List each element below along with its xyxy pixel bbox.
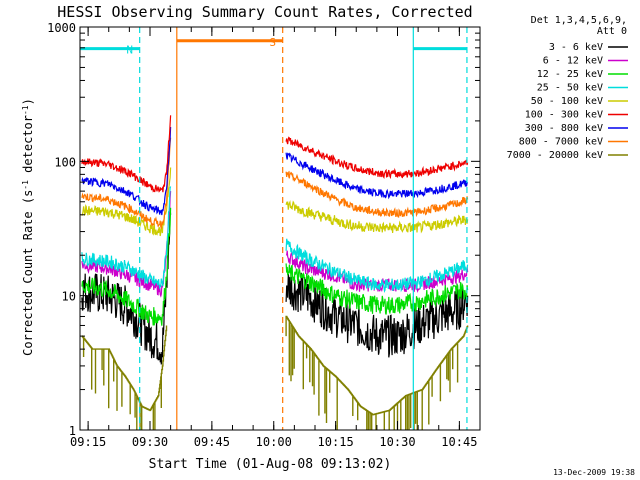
- x-tick-label-4: 10:15: [318, 435, 354, 449]
- plot-area: NS: [79, 26, 481, 431]
- x-axis-label: Start Time (01-Aug-08 09:13:02): [149, 457, 392, 472]
- series-line-800-7000-kev-seg1: [285, 170, 469, 218]
- legend-label-2: 12 - 25 keV: [537, 69, 603, 80]
- series-line-100-300-kev-seg1: [285, 136, 469, 180]
- legend-label-5: 100 - 300 keV: [525, 110, 603, 121]
- legend-label-4: 50 - 100 keV: [531, 96, 603, 107]
- legend-header-1: Att 0: [597, 26, 627, 37]
- series-line-3-6-kev-seg1: [285, 272, 469, 358]
- series-line-12-25-kev-seg1: [285, 263, 469, 315]
- y-axis-label: Corrected Count Rate (s-1 detector-1): [21, 98, 36, 356]
- series-line-300-800-kev-seg1: [285, 152, 469, 200]
- x-tick-label-1: 09:30: [132, 435, 168, 449]
- footer-date: 13-Dec-2009 19:38: [553, 468, 635, 477]
- plot-frame: [79, 26, 481, 431]
- flag-label-1: S: [269, 36, 276, 49]
- plot-content: [81, 115, 469, 430]
- legend-label-3: 25 - 50 keV: [537, 83, 603, 94]
- legend-label-7: 800 - 7000 keV: [519, 137, 603, 148]
- series-line-7000-20000-kev-seg1: [285, 315, 469, 430]
- x-tick-label-0: 09:15: [70, 435, 106, 449]
- series-line-800-7000-kev-seg0: [81, 137, 172, 230]
- series-line-25-50-kev-seg0: [81, 186, 172, 290]
- legend: Det 1,3,4,5,6,9,Att 0 3 - 6 keV 6 - 12 keV…: [507, 15, 628, 161]
- series-line-50-100-kev-seg1: [285, 200, 469, 234]
- y-tick-label-0: 1: [69, 424, 76, 438]
- y-tick-label-2: 100: [54, 155, 76, 169]
- legend-header-0: Det 1,3,4,5,6,9,: [531, 15, 627, 26]
- legend-label-6: 300 - 800 keV: [525, 123, 603, 134]
- x-tick-label-3: 10:00: [256, 435, 292, 449]
- series-line-12-25-kev-seg0: [81, 207, 172, 326]
- x-axis: 09:15 09:30 09:45 10:00 10:15 10:30 10:45: [70, 27, 481, 449]
- x-tick-label-2: 09:45: [194, 435, 230, 449]
- series-line-25-50-kev-seg1: [285, 238, 469, 294]
- series-line-100-300-kev-seg0: [81, 115, 172, 193]
- series-line-50-100-kev-seg0: [81, 167, 172, 237]
- y-tick-label-3: 1000: [47, 21, 76, 35]
- series-line-7000-20000-kev-seg0: [81, 325, 168, 430]
- chart-title: HESSI Observing Summary Count Rates, Cor…: [57, 3, 472, 21]
- x-tick-label-6: 10:45: [441, 435, 477, 449]
- series-line-300-800-kev-seg0: [81, 126, 172, 216]
- y-tick-label-1: 10: [62, 290, 76, 304]
- y-axis: 1 10 100 1000: [47, 21, 480, 438]
- series-line-6-12-kev-seg0: [81, 191, 172, 298]
- x-tick-label-5: 10:30: [379, 435, 415, 449]
- legend-label-0: 3 - 6 keV: [549, 42, 603, 53]
- flag-label-0: N: [126, 44, 133, 57]
- legend-label-1: 6 - 12 keV: [543, 56, 603, 67]
- legend-label-8: 7000 - 20000 keV: [507, 150, 603, 161]
